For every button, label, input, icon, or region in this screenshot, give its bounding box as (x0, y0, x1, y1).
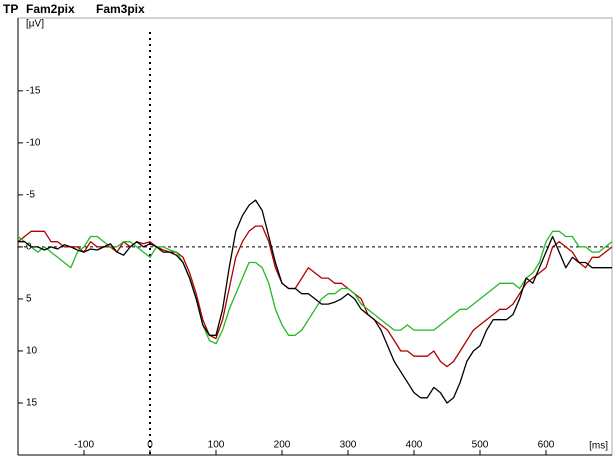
y-tick-label: -10 (26, 137, 41, 148)
plot-frame (17, 17, 613, 456)
series-line (18, 199, 612, 404)
legend-entry: Fam3pix (96, 2, 145, 16)
x-axis-label: [ms] (589, 441, 608, 452)
x-tick-label: 600 (538, 440, 555, 451)
y-tick-label: 5 (26, 294, 32, 305)
y-tick-label: -5 (26, 190, 35, 201)
x-tick-label: 100 (208, 440, 225, 451)
y-tick-label: 15 (26, 398, 38, 409)
x-tick-label: 0 (147, 440, 153, 451)
legend-entry: Fam2pix (26, 2, 75, 16)
x-tick-label: 400 (406, 440, 423, 451)
y-axis-label: [µV] (26, 19, 44, 30)
y-tick-label: 0 (26, 242, 32, 253)
x-tick-label: -100 (74, 440, 94, 451)
x-tick-label: 300 (340, 440, 357, 451)
x-tick-label: 500 (472, 440, 489, 451)
x-tick-label: 200 (274, 440, 291, 451)
channel-label: TP (3, 2, 18, 16)
series-line (17, 230, 613, 345)
y-tick-label: -15 (26, 85, 41, 96)
y-tick-label: 10 (26, 346, 38, 357)
